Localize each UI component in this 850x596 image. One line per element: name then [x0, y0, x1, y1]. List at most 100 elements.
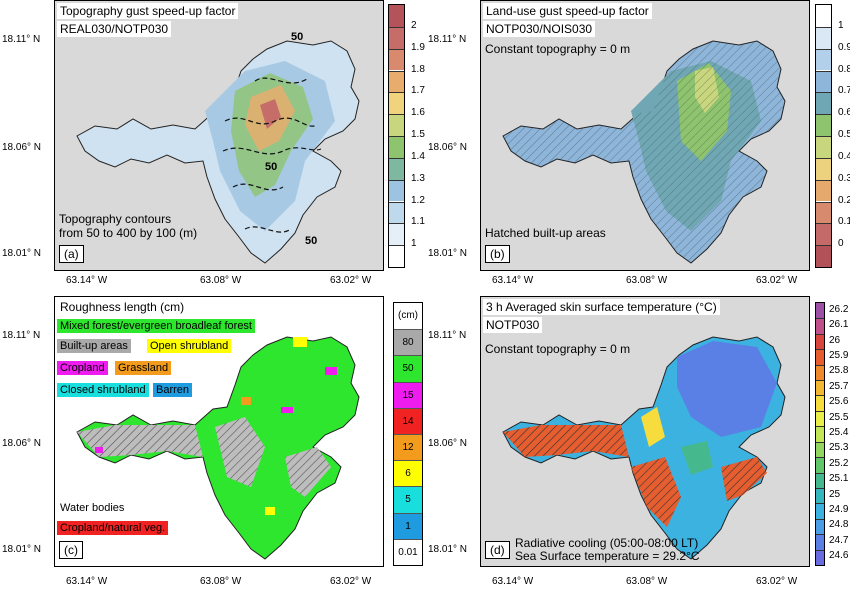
colorbar-tick-label: 1.2: [411, 194, 425, 206]
colorbar-tick-label: 0.2: [838, 194, 850, 206]
colorbar-tick-label: 26.1: [829, 319, 849, 331]
colorbar-tick-label: 24.9: [829, 504, 849, 516]
colorbar-segment: [816, 48, 831, 71]
lon-tick-c-3: 63.02° W: [330, 576, 372, 587]
colorbar-segment: [816, 503, 824, 519]
island-map-a: [76, 40, 360, 264]
colorbar-segment: [816, 549, 824, 565]
panel-b-hatch-note: Hatched built-up areas: [485, 226, 606, 240]
colorbar-segment: [389, 26, 404, 49]
panel-c-map: Roughness length (cm) Mixed forest/everg…: [54, 296, 384, 567]
panel-b-note: Constant topography = 0 m: [485, 42, 631, 56]
colorbar-tick-label: 1.8: [411, 63, 425, 75]
colorbar-segment: [816, 441, 824, 458]
panel-a-tag: (a): [59, 245, 84, 263]
colorbar-tick-label: 25.3: [829, 442, 849, 454]
roughness-unit-label: (cm): [394, 303, 422, 330]
colorbar-segment: [816, 114, 831, 136]
colorbar-tick-label: 24.8: [829, 519, 849, 531]
colorbar-tick-label: 25.7: [829, 380, 849, 392]
panel-c-title: Roughness length (cm): [57, 299, 188, 315]
colorbar-segment: [389, 157, 404, 180]
colorbar-segment: [389, 70, 404, 93]
legend-cropland: Cropland: [57, 361, 108, 375]
panel-d-note-2: Radiative cooling (05:00-08:00 LT): [515, 536, 699, 550]
colorbar-segment: [816, 410, 824, 427]
panel-b-subtitle: NOTP030/NOIS030: [483, 21, 596, 37]
lon-tick-a-2: 63.08° W: [200, 275, 242, 286]
panel-d-title-text: 3 h Averaged skin surface temperature (°…: [486, 300, 717, 314]
colorbar-d: [815, 302, 825, 566]
colorbar-tick-label: 0.3: [838, 172, 850, 184]
colorbar-tick-label: 25.4: [829, 427, 849, 438]
colorbar-segment: [816, 201, 831, 224]
panel-a-subtitle: REAL030/NOTP030: [57, 21, 172, 37]
panel-c-tag: (c): [59, 541, 83, 559]
colorbar-segment: [816, 92, 831, 115]
colorbar-tick-label: 1: [838, 19, 844, 31]
lat-tick-c-3: 18.01° N: [2, 544, 42, 555]
colorbar-segment: [389, 92, 404, 115]
lon-tick-a-3: 63.02° W: [330, 275, 372, 286]
colorbar-b: [815, 4, 832, 268]
island-map-c: [76, 336, 360, 560]
lat-tick-a-2: 18.06° N: [2, 142, 42, 153]
colorbar-tick-label: 26: [829, 334, 841, 346]
roughness-colorbar-cell: 12: [394, 434, 422, 461]
colorbar-tick-label: 0.4: [838, 150, 850, 162]
legend-barren: Barren: [153, 383, 193, 397]
contour-label: 50: [305, 235, 318, 247]
roughness-colorbar-cell: 6: [394, 460, 422, 487]
panel-d-map: 3 h Averaged skin surface temperature (°…: [480, 296, 810, 567]
colorbar-tick-label: 25.9: [829, 349, 849, 361]
colorbar-segment: [816, 333, 824, 350]
colorbar-segment: [816, 534, 824, 550]
colorbar-segment: [816, 318, 824, 334]
lon-tick-a-1: 63.14° W: [66, 275, 108, 286]
colorbar-tick-label: 0: [838, 238, 844, 250]
colorbar-tick-label: 24.6: [829, 550, 849, 562]
legend-built-up: Built-up areas: [57, 339, 131, 353]
panel-d-note: Constant topography = 0 m: [485, 342, 631, 356]
colorbar-segment: [389, 5, 404, 27]
colorbar-tick-label: 25.5: [829, 411, 849, 423]
island-map-d: [502, 336, 786, 560]
lon-tick-c-1: 63.14° W: [66, 576, 108, 587]
roughness-colorbar-cell: 1: [394, 512, 422, 539]
colorbar-segment: [389, 136, 404, 158]
colorbar-tick-label: 0.5: [838, 129, 850, 140]
panel-a-note-2: from 50 to 400 by 100 (m): [59, 226, 198, 240]
island-map-b: [502, 40, 786, 264]
colorbar-tick-label: 1.3: [411, 172, 425, 184]
colorbar-segment: [816, 487, 824, 504]
legend-water: Water bodies: [57, 501, 128, 515]
colorbar-tick-label: 24.7: [829, 534, 849, 546]
lon-tick-d-2: 63.08° W: [626, 576, 668, 587]
colorbar-tick-label: 1: [411, 238, 417, 250]
lon-tick-b-1: 63.14° W: [492, 275, 534, 286]
colorbar-segment: [816, 223, 831, 246]
colorbar-segment: [816, 395, 824, 411]
panel-a-map: Topography gust speed-up factor REAL030/…: [54, 0, 384, 271]
colorbar-segment: [816, 349, 824, 365]
lat-tick-c-1: 18.11° N: [2, 330, 41, 341]
colorbar-segment: [816, 245, 831, 267]
colorbar-segment: [816, 457, 824, 473]
lat-tick-d-3: 18.01° N: [428, 544, 468, 555]
colorbar-tick-label: 25.6: [829, 396, 849, 408]
panel-d-title: 3 h Averaged skin surface temperature (°…: [483, 299, 720, 315]
panel-b-tag: (b): [485, 245, 510, 263]
lat-tick-d-2: 18.06° N: [428, 438, 468, 449]
colorbar-segment: [389, 48, 404, 71]
colorbar-tick-label: 1.5: [411, 129, 425, 140]
lat-tick-c-2: 18.06° N: [2, 438, 42, 449]
colorbar-tick-label: 2: [411, 19, 417, 31]
lat-tick-a-1: 18.11° N: [2, 34, 41, 45]
lon-tick-d-1: 63.14° W: [492, 576, 534, 587]
colorbar-tick-label: 26.2: [829, 303, 849, 315]
lat-tick-b-1: 18.11° N: [428, 34, 467, 45]
legend-cropland-natural: Cropland/natural veg.: [57, 521, 169, 535]
roughness-colorbar-cell: 5: [394, 486, 422, 513]
panel-b-title: Land-use gust speed-up factor: [483, 3, 652, 19]
contour-label: 50: [265, 161, 278, 173]
